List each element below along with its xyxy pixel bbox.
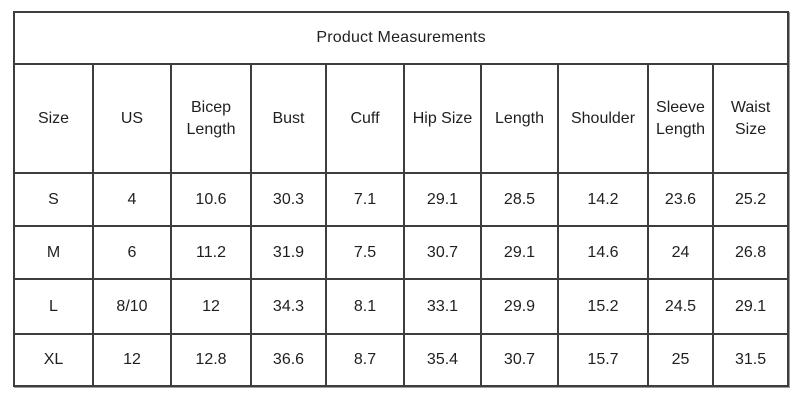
column-header-length: Length	[480, 63, 559, 174]
table-cell: 12	[170, 278, 252, 335]
table-cell: 7.5	[325, 225, 405, 280]
column-header-bust: Bust	[250, 63, 327, 174]
table-cell: 30.7	[403, 225, 482, 280]
table-cell: 33.1	[403, 278, 482, 335]
table-cell: 12.8	[170, 333, 252, 387]
table-cell: 26.8	[711, 225, 790, 280]
column-header-cuff: Cuff	[325, 63, 405, 174]
table-cell: 10.6	[170, 172, 252, 227]
table-cell: 11.2	[170, 225, 252, 280]
table-cell: L	[13, 278, 94, 335]
table-cell: 34.3	[250, 278, 327, 335]
table-cell: 31.5	[711, 333, 790, 387]
table-cell: 6	[92, 225, 172, 280]
table-cell: 24	[647, 225, 714, 280]
column-header-bicep-length: Bicep Length	[170, 63, 252, 174]
table-cell: 29.9	[480, 278, 559, 335]
table-cell: 28.5	[480, 172, 559, 227]
table-cell: 14.6	[557, 225, 649, 280]
table-cell: 8/10	[92, 278, 172, 335]
table-cell: 25	[647, 333, 714, 387]
table-cell: 4	[92, 172, 172, 227]
table-cell: 8.1	[325, 278, 405, 335]
column-header-hip-size: Hip Size	[403, 63, 482, 174]
product-measurements-table: Product Measurements Size US Bicep Lengt…	[12, 11, 790, 387]
table-header-row: Size US Bicep Length Bust Cuff Hip Size …	[13, 63, 790, 174]
table-cell: 36.6	[250, 333, 327, 387]
table-cell: 31.9	[250, 225, 327, 280]
table-cell: 12	[92, 333, 172, 387]
table-cell: 14.2	[557, 172, 649, 227]
table-cell: 15.7	[557, 333, 649, 387]
column-header-waist-size: Waist Size	[711, 63, 790, 174]
table-cell: 29.1	[403, 172, 482, 227]
table-cell: 8.7	[325, 333, 405, 387]
table-cell: S	[13, 172, 94, 227]
column-header-sleeve-length: Sleeve Length	[647, 63, 714, 174]
table-row-s: S 4 10.6 30.3 7.1 29.1 28.5 14.2 23.6 25…	[13, 172, 790, 227]
table-row-xl: XL 12 12.8 36.6 8.7 35.4 30.7 15.7 25 31…	[13, 333, 790, 387]
table-cell: 7.1	[325, 172, 405, 227]
table-cell: 24.5	[647, 278, 714, 335]
table-cell: M	[13, 225, 94, 280]
column-header-shoulder: Shoulder	[557, 63, 649, 174]
table-cell: 35.4	[403, 333, 482, 387]
table-cell: 30.3	[250, 172, 327, 227]
column-header-size: Size	[13, 63, 94, 174]
table-cell: 30.7	[480, 333, 559, 387]
table-title: Product Measurements	[12, 11, 790, 65]
table-title-row: Product Measurements	[12, 11, 790, 65]
table-cell: 15.2	[557, 278, 649, 335]
table-cell: 25.2	[711, 172, 790, 227]
table-cell: 23.6	[647, 172, 714, 227]
table-cell: XL	[13, 333, 94, 387]
table-cell: 29.1	[480, 225, 559, 280]
column-header-us: US	[92, 63, 172, 174]
table-row-l: L 8/10 12 34.3 8.1 33.1 29.9 15.2 24.5 2…	[13, 278, 790, 335]
table-row-m: M 6 11.2 31.9 7.5 30.7 29.1 14.6 24 26.8	[13, 225, 790, 280]
table-cell: 29.1	[711, 278, 790, 335]
